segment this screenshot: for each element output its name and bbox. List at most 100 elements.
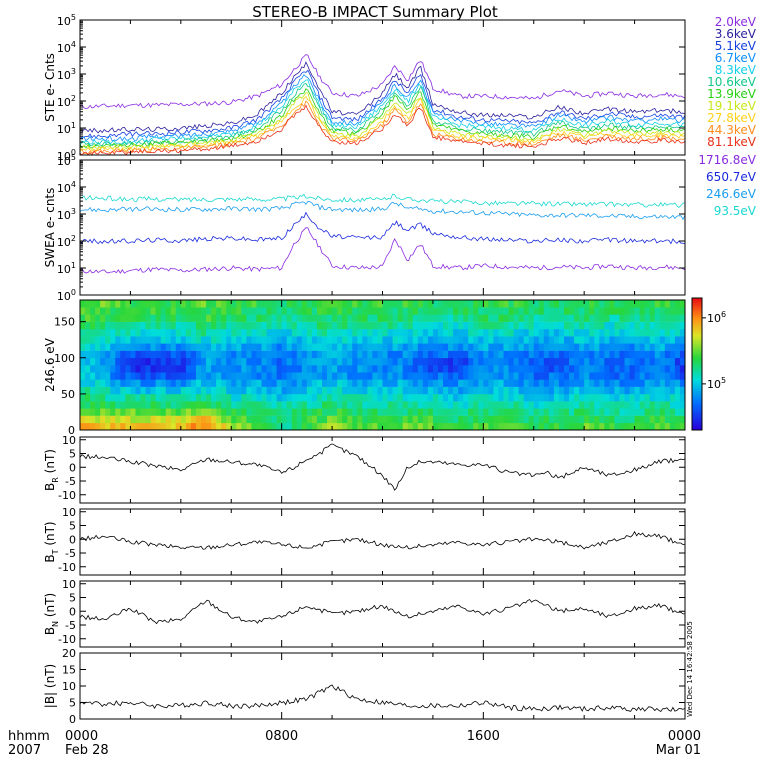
heatmap-cell (579, 365, 585, 373)
heatmap-cell (160, 350, 167, 359)
heatmap-cell (185, 350, 192, 359)
heatmap-cell (574, 393, 580, 402)
heatmap-cell (483, 386, 489, 395)
heatmap-cell (372, 401, 378, 409)
heatmap-cell (90, 415, 96, 424)
heatmap-cell (412, 386, 419, 395)
heatmap-cell (175, 365, 182, 373)
heatmap-cell (407, 379, 414, 387)
heatmap-cell (387, 314, 393, 322)
y-tick-label: 105 (57, 13, 76, 28)
heatmap-cell (90, 300, 96, 308)
heatmap-cell (311, 350, 318, 359)
heatmap-cell (251, 350, 257, 359)
heatmap-cell (538, 415, 545, 424)
heatmap-cell (241, 372, 247, 380)
heatmap-cell (221, 307, 227, 315)
heatmap-cell (407, 336, 414, 344)
ste-series-line (79, 104, 686, 156)
heatmap-cell (508, 393, 514, 402)
heatmap-cell (246, 343, 252, 351)
heatmap-cell (135, 365, 141, 373)
heatmap-cell (417, 307, 424, 315)
heatmap-cell (538, 365, 545, 373)
heatmap-cell (654, 365, 661, 373)
heatmap-cell (155, 408, 162, 416)
heatmap-cell (664, 422, 671, 431)
heatmap-cell (120, 314, 126, 322)
heatmap-cell (589, 422, 595, 431)
heatmap-cell (261, 415, 267, 424)
heatmap-cell (619, 357, 625, 366)
heatmap-cell (362, 321, 368, 330)
heatmap-cell (453, 343, 459, 351)
heatmap-cell (523, 372, 530, 380)
heatmap-cell (619, 386, 625, 395)
heatmap-cell (674, 408, 681, 416)
heatmap-cell (508, 401, 514, 409)
heatmap-cell (659, 314, 666, 322)
heatmap-cell (437, 336, 444, 344)
heatmap-cell (498, 401, 504, 409)
heatmap-cell (402, 350, 409, 359)
heatmap-cell (226, 415, 232, 424)
heatmap-cell (372, 379, 378, 387)
heatmap-cell (216, 328, 222, 337)
heatmap-cell (543, 422, 550, 431)
heatmap-cell (483, 379, 489, 387)
colorbar-cell (692, 344, 702, 347)
time-tick-label: 0800 (265, 729, 298, 744)
heatmap-cell (256, 321, 262, 330)
heatmap-cell (402, 379, 409, 387)
heatmap-cell (432, 415, 439, 424)
heatmap-cell (160, 328, 167, 337)
heatmap-cell (332, 372, 338, 380)
heatmap-cell (180, 336, 187, 344)
heatmap-cell (654, 350, 661, 359)
heatmap-cell (367, 379, 373, 387)
colorbar-cell (692, 416, 702, 420)
heatmap-cell (493, 314, 499, 322)
heatmap-cell (231, 386, 237, 395)
heatmap-cell (508, 372, 514, 380)
heatmap-cell (387, 415, 393, 424)
heatmap-cell (528, 300, 535, 308)
heatmap-cell (190, 365, 197, 373)
swea-series-line (79, 211, 686, 245)
heatmap-cell (664, 314, 671, 322)
heatmap-cell (427, 350, 434, 359)
heatmap-cell (679, 386, 686, 395)
heatmap-cell (251, 365, 257, 373)
heatmap-cell (342, 314, 348, 322)
heatmap-cell (508, 386, 514, 395)
heatmap-cell (422, 415, 429, 424)
heatmap-cell (377, 321, 383, 330)
heatmap-cell (609, 415, 615, 424)
heatmap-cell (579, 336, 585, 344)
colorbar-cell (692, 361, 702, 365)
heatmap-cell (85, 357, 91, 366)
heatmap-cell (488, 365, 494, 373)
heatmap-cell (518, 307, 525, 315)
heatmap-cell (271, 372, 278, 380)
heatmap-cell (458, 365, 464, 373)
heatmap-cell (659, 379, 666, 387)
heatmap-cell (327, 393, 333, 402)
heatmap-cell (256, 300, 262, 308)
heatmap-cell (251, 300, 257, 308)
heatmap-cell (100, 336, 106, 344)
heatmap-cell (594, 328, 600, 337)
heatmap-cell (286, 365, 293, 373)
heatmap-cell (276, 393, 283, 402)
heatmap-cell (125, 393, 131, 402)
heatmap-cell (256, 314, 262, 322)
heatmap-cell (140, 365, 146, 373)
heatmap-cell (281, 343, 288, 351)
heatmap-cell (614, 365, 620, 373)
heatmap-cell (397, 307, 404, 315)
colorbar-cell (692, 337, 702, 341)
heatmap-cell (170, 336, 177, 344)
heatmap-cell (231, 328, 237, 337)
heatmap-cell (201, 357, 207, 366)
heatmap-cell (236, 422, 242, 431)
